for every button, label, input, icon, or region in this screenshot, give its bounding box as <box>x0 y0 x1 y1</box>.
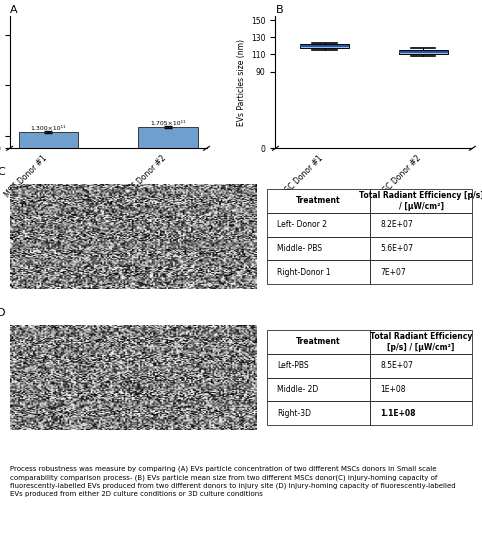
Text: 1.705×10¹¹: 1.705×10¹¹ <box>150 121 186 126</box>
Text: Process robustness was measure by comparing (A) EVs particle concentration of tw: Process robustness was measure by compar… <box>10 466 455 497</box>
Text: A: A <box>10 5 17 16</box>
PathPatch shape <box>399 50 448 54</box>
PathPatch shape <box>300 44 349 48</box>
Text: 1.300×10¹¹: 1.300×10¹¹ <box>31 126 66 131</box>
Bar <box>138 127 198 148</box>
Y-axis label: EVs Particles size (nm): EVs Particles size (nm) <box>237 39 246 126</box>
Bar <box>19 132 78 148</box>
Text: D: D <box>0 308 6 318</box>
Text: B: B <box>275 5 283 16</box>
Text: C: C <box>0 167 5 177</box>
